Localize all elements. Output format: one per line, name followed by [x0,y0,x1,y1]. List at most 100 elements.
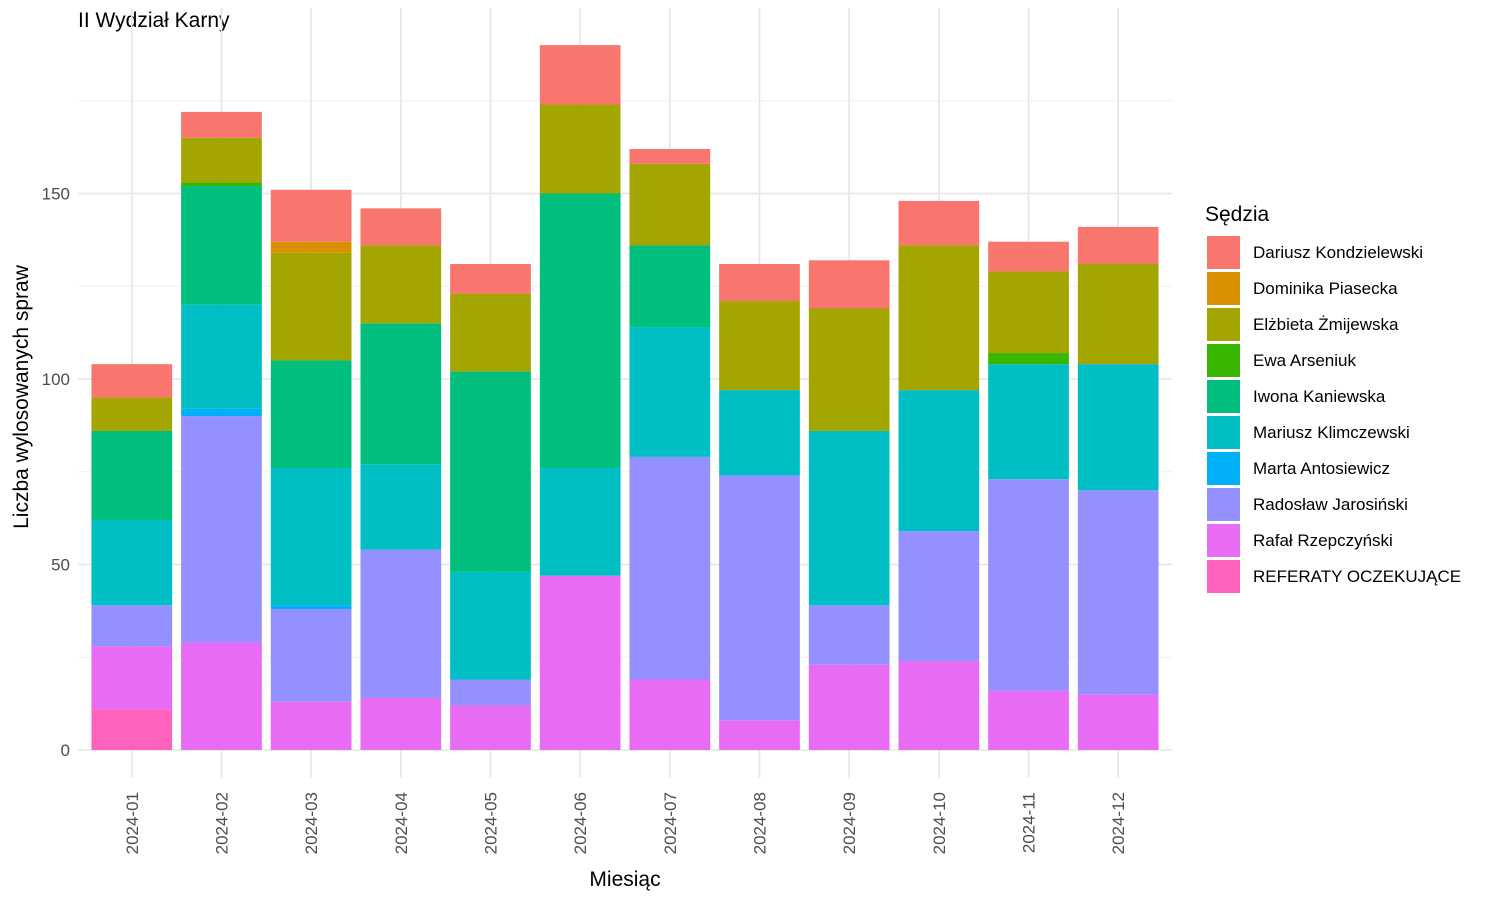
y-tick-label: 150 [42,185,70,204]
bar-segment [539,193,621,469]
bar-segment [450,571,531,680]
bar-segment [629,456,711,680]
bar-segment [539,104,621,194]
legend-swatch [1207,416,1240,449]
bar-segment [450,293,531,372]
legend-swatch [1207,308,1240,341]
x-tick-label: 2024-10 [930,792,949,854]
x-tick-label: 2024-08 [751,792,770,854]
y-axis: 0 50 100 150 [42,185,70,761]
bar-segment [360,549,442,699]
bar-segment [91,605,173,647]
bar-segment [539,575,621,750]
bar-segment [808,260,890,309]
bar-segment [270,241,352,253]
bar-segment [91,709,173,750]
legend-swatch [1207,236,1240,269]
bar-segment [808,308,890,431]
legend-swatch [1207,344,1240,377]
bar-segment [450,705,531,750]
bar-segment [270,189,352,242]
bar-segment [898,660,980,750]
bar-segment [270,360,352,469]
x-tick-label: 2024-04 [392,792,411,854]
bar-segment [270,468,352,606]
bars [91,45,1159,750]
legend-swatch [1207,524,1240,557]
bar-segment [988,241,1069,272]
legend-label: Marta Antosiewicz [1253,459,1390,478]
bar-segment [91,397,173,431]
x-axis-title: Miesiąc [589,868,660,891]
bar-segment [181,642,262,750]
bar-segment [91,646,173,710]
bar-segment [270,252,352,361]
bar-segment [629,679,711,750]
x-tick-label: 2024-11 [1020,792,1039,853]
bar-segment [988,479,1069,691]
bar-segment [360,323,442,465]
bar-segment [898,245,980,391]
y-tick-label: 50 [51,556,70,575]
bar-segment [898,390,980,532]
y-tick-label: 0 [61,741,70,760]
bar-segment [719,263,800,302]
legend-swatch [1207,272,1240,305]
bar-segment [808,430,890,606]
x-tick-label: 2024-07 [661,792,680,854]
bar-segment [360,245,442,324]
bar-segment [719,720,800,750]
bar-segment [988,353,1069,365]
bar-segment [988,364,1069,480]
bar-segment [898,200,980,246]
bar-segment [1077,263,1159,365]
x-tick-label: 2024-12 [1109,792,1128,854]
bar-segment [181,416,262,643]
bar-segment [988,271,1069,354]
y-axis-title: Liczba wylosowanych spraw [10,264,33,529]
bar-segment [719,475,800,721]
bar-segment [539,45,621,105]
legend-label: Dariusz Kondzielewski [1253,243,1423,262]
legend-swatch [1207,452,1240,485]
legend-title: Sędzia [1205,203,1270,226]
bar-segment [1077,490,1159,695]
bar-segment [91,430,173,520]
x-tick-label: 2024-01 [123,792,142,854]
legend-swatch [1207,380,1240,413]
chart-title: II Wydział Karny [78,9,230,32]
bar-segment [450,371,531,572]
bar-segment [450,263,531,294]
legend-label: Radosław Jarosiński [1253,495,1408,514]
bar-segment [629,245,711,328]
bar-segment [360,464,442,550]
bar-segment [360,698,442,750]
x-tick-label: 2024-05 [481,792,500,854]
bar-segment [1077,694,1159,750]
legend-label: Mariusz Klimczewski [1253,423,1410,442]
bar-segment [1077,226,1159,264]
bar-segment [1077,364,1159,491]
legend-swatch [1207,560,1240,593]
bar-segment [181,182,262,187]
bar-segment [808,605,890,665]
bar-segment [360,208,442,246]
x-axis: 2024-01 2024-02 2024-03 2024-04 2024-05 2024-… [123,792,1128,854]
legend: Sędzia Dariusz Kondzielewski Dominika Pia… [1205,203,1461,593]
bar-segment [629,148,711,164]
bar-segment [270,605,352,610]
bar-segment [181,186,262,305]
x-tick-label: 2024-09 [840,792,859,854]
bar-segment [629,327,711,457]
x-tick-label: 2024-03 [302,792,321,854]
bar-segment [808,664,890,750]
bar-segment [91,364,173,398]
legend-label: Rafał Rzepczyński [1253,531,1393,550]
legend-label: Dominika Piasecka [1253,279,1398,298]
bar-segment [898,531,980,661]
legend-label: Ewa Arseniuk [1253,351,1356,370]
bar-segment [988,690,1069,750]
bar-segment [629,163,711,246]
